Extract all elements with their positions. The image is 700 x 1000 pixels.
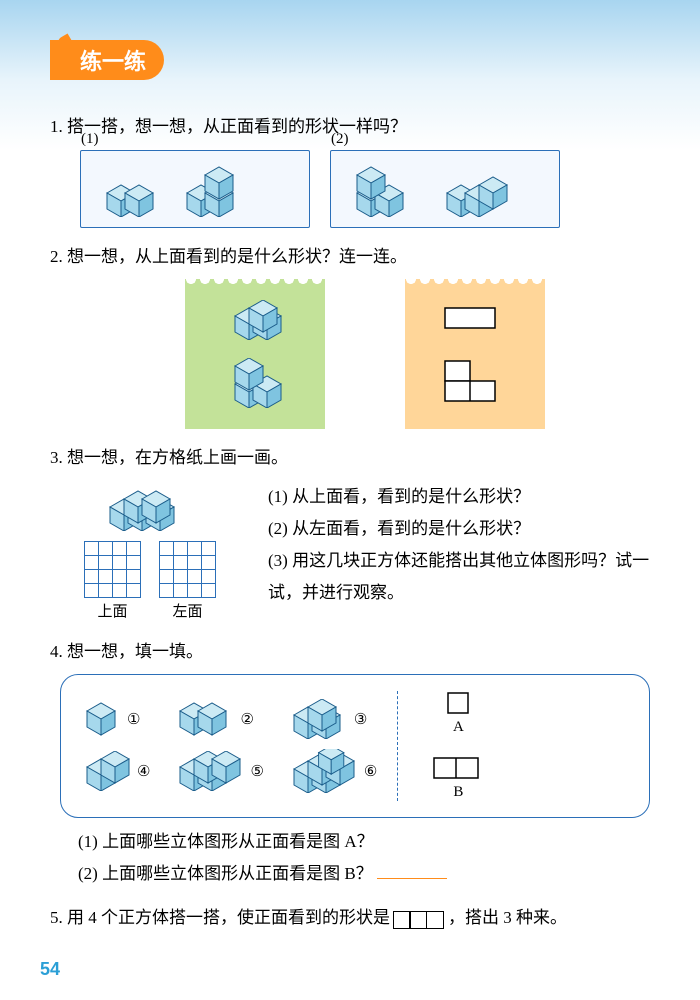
q3-left: 上面 左面 [80,481,220,625]
q1-card-1: (1) [80,150,310,228]
q4-lbl-4: ④ [137,762,150,781]
section-banner: 练一练 [50,40,164,80]
q3-text: 3. 想一想，在方格纸上画一画。 [50,445,650,471]
q4-item-1: ① [81,701,150,737]
q5-suffix: ，搭出 3 种来。 [448,908,567,927]
q3-grid-left: 左面 [159,541,216,621]
q4-lbl-6: ⑥ [364,762,377,781]
q4-subs: (1) 上面哪些立体图形从正面看是图 A？ (2) 上面哪些立体图形从正面看是图… [78,826,650,891]
q4-ans-a: A [438,691,478,736]
q4-lbl-1: ① [127,710,140,729]
q2-fig-b [215,358,295,408]
q2-stamp-left [185,279,325,429]
q4-text: 4. 想一想，填一填。 [50,639,650,665]
q2-text: 2. 想一想，从上面看到的是什么形状？连一连。 [50,244,650,270]
q3-sub-3: (3) 用这几块正方体还能搭出其他立体图形吗？试一试，并进行观察。 [268,545,650,610]
q4-item-2: ② [174,701,263,737]
q4-item-4: ④ [81,751,150,791]
q4-lbl-3: ③ [354,710,367,729]
answer-blank[interactable] [377,862,447,879]
q1-fig-2 [347,163,547,217]
page-number: 54 [40,959,60,980]
q4-ans-b: B [428,756,488,801]
q1-card-2: (2) [330,150,560,228]
q3-grid-top: 上面 [84,541,141,621]
q4-lbl-5: ⑤ [250,762,263,781]
q3-sub-2: (2) 从左面看，看到的是什么形状？ [268,513,650,545]
q1-text: 1. 搭一搭，想一想，从正面看到的形状一样吗？ [50,114,650,140]
q5-shape [394,906,444,932]
q4-box: ① ② ③ ④ ⑤ ⑥ A B [60,674,650,818]
q2-ans-b [435,356,515,406]
q1-label-2: (2) [331,131,349,148]
q4-lbl-2: ② [240,710,253,729]
q4-sub-2: (2) 上面哪些立体图形从正面看是图 B？ [78,858,650,890]
q2-stamp-right [405,279,545,429]
q2-row [80,279,650,429]
q5-text: 5. 用 4 个正方体搭一搭，使正面看到的形状是 ，搭出 3 种来。 [50,905,650,932]
q5-prefix: 5. 用 4 个正方体搭一搭，使正面看到的形状是 [50,908,390,927]
q4-item-3: ③ [288,699,377,739]
q4-sub-1: (1) 上面哪些立体图形从正面看是图 A？ [78,826,650,858]
q3-gridlabel-2: 左面 [159,600,216,621]
q1-fig-1 [97,163,297,217]
q3-subs: (1) 从上面看，看到的是什么形状？ (2) 从左面看，看到的是什么形状？ (3… [268,481,650,610]
q1-row: (1) (2) [80,150,650,228]
q4-ans-b-label: B [428,784,488,801]
q4-item-5: ⑤ [174,751,263,791]
q3-body: 上面 左面 (1) 从上面看，看到的是什么形状？ (2) 从左面看，看到的是什么… [80,481,650,625]
q2-ans-a [435,303,515,333]
q3-sub-1: (1) 从上面看，看到的是什么形状？ [268,481,650,513]
q4-ans-a-label: A [438,719,478,736]
q3-fig [80,481,220,531]
q2-fig-a [215,300,295,340]
q3-gridlabel-1: 上面 [84,600,141,621]
q4-grid: ① ② ③ ④ ⑤ ⑥ [81,699,377,793]
q4-answers: A B [397,691,488,801]
q4-item-6: ⑥ [288,749,377,793]
q1-label-1: (1) [81,131,99,148]
